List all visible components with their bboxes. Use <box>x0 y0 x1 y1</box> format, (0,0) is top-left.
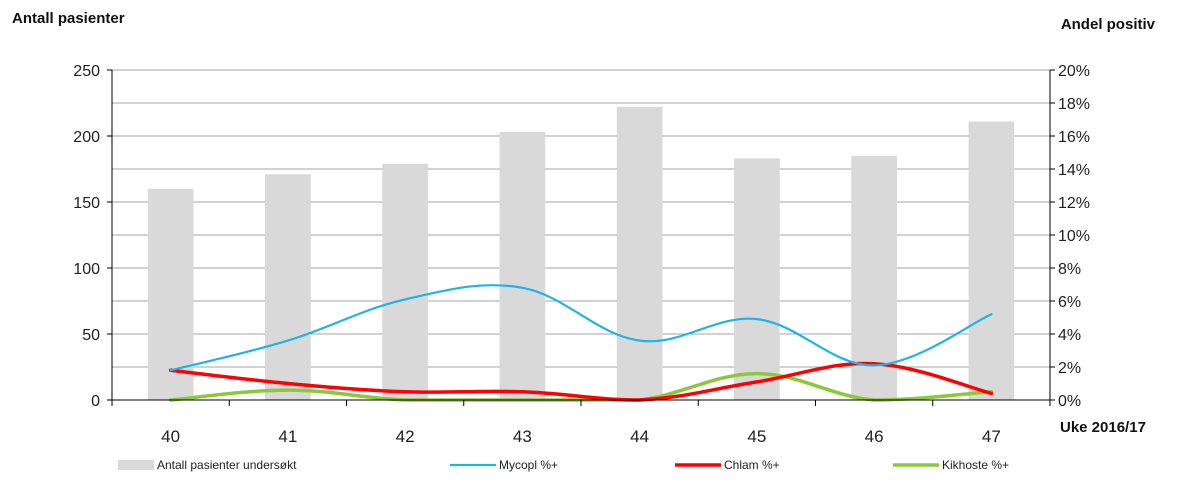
x-tick-label: 43 <box>513 427 532 446</box>
x-tick-label: 47 <box>982 427 1001 446</box>
right-tick-label: 6% <box>1058 294 1081 311</box>
left-tick-label: 50 <box>82 327 100 344</box>
legend-label-chlam: Chlam %+ <box>724 458 780 472</box>
left-tick-label: 150 <box>73 195 100 212</box>
bar-47 <box>968 121 1015 400</box>
right-tick-label: 2% <box>1058 360 1081 377</box>
legend-swatch-antall-pasienter-unders-kt <box>118 460 154 470</box>
line-chlam <box>168 361 994 402</box>
right-tick-label: 8% <box>1058 261 1081 278</box>
axes: 0 50 100 150 200 250 0% 2% 4% 6% 8% 10% 12% 14% 16% 18%… <box>73 63 1090 446</box>
x-tick-label: 44 <box>630 427 649 446</box>
bar-44 <box>616 106 663 401</box>
right-tick-label: 16% <box>1058 129 1090 146</box>
bar-41 <box>265 174 311 400</box>
line-mycopl <box>169 284 993 372</box>
bar-43 <box>499 132 546 401</box>
left-axis-title: Antall pasienter <box>12 10 125 27</box>
bar-series <box>147 106 1015 401</box>
left-tick-label: 250 <box>73 63 100 80</box>
x-tick-label: 46 <box>865 427 884 446</box>
legend: Antall pasienter undersøkt Mycopl %+ Chlam… <box>118 458 1009 472</box>
left-tick-label: 0 <box>91 393 100 410</box>
bar-46 <box>851 155 897 400</box>
right-tick-label: 18% <box>1058 96 1090 113</box>
right-tick-label: 10% <box>1058 228 1090 245</box>
right-tick-label: 20% <box>1058 63 1090 80</box>
legend-label-kikhoste: Kikhoste %+ <box>942 458 1009 472</box>
left-tick-label: 200 <box>73 129 100 146</box>
legend-label-mycopl: Mycopl %+ <box>499 458 558 472</box>
x-axis-title: Uke 2016/17 <box>1060 419 1146 436</box>
bar-40 <box>147 188 194 400</box>
left-tick-label: 100 <box>73 261 100 278</box>
right-tick-label: 0% <box>1058 393 1081 410</box>
x-tick-label: 45 <box>747 427 766 446</box>
right-axis-title: Andel positiv <box>1061 16 1156 33</box>
bar-45 <box>734 158 780 400</box>
right-tick-label: 4% <box>1058 327 1081 344</box>
right-tick-label: 12% <box>1058 195 1090 212</box>
bar-42 <box>382 163 428 400</box>
x-tick-label: 42 <box>396 427 415 446</box>
right-tick-label: 14% <box>1058 162 1090 179</box>
x-tick-label: 41 <box>278 427 297 446</box>
x-tick-label: 40 <box>161 427 180 446</box>
legend-label-antall-pasienter-unders-kt: Antall pasienter undersøkt <box>157 458 297 472</box>
